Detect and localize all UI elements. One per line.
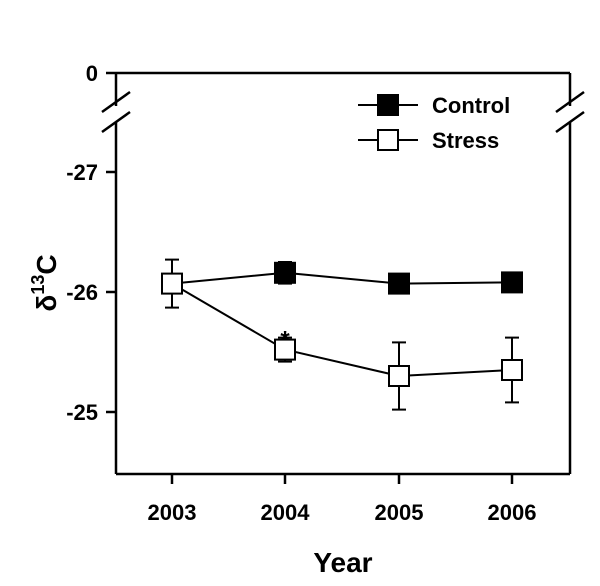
series-line-stress [171, 282, 513, 378]
y-axis-title-base: δ [31, 295, 62, 312]
stress-point [161, 272, 183, 295]
y-axis-title-sup: 13 [28, 275, 48, 295]
y-tick-label: -26 [66, 280, 98, 305]
y-axis-title: δ13C [28, 254, 62, 311]
axis-break-mark [555, 110, 585, 134]
axis-break-mark [101, 90, 131, 114]
legend-label-stress: Stress [432, 128, 499, 153]
control-point [388, 272, 410, 295]
axis-break-mark [555, 90, 585, 114]
significance-marker: * [280, 327, 290, 354]
legend-marker-control [377, 94, 399, 116]
legend-label-control: Control [432, 93, 510, 118]
x-tick-label: 2005 [375, 500, 424, 525]
y-tick-label: -27 [66, 160, 98, 185]
axes: -27 -26 -25 0 2003 2004 2005 2006 [66, 61, 585, 525]
x-tick-label: 2004 [261, 500, 311, 525]
control-point [501, 271, 523, 294]
stress-point [501, 359, 523, 381]
y-tick-label: -25 [66, 400, 98, 425]
stress-point [388, 365, 410, 387]
x-axis-title: Year [313, 547, 372, 578]
axis-break-mark [101, 110, 131, 134]
y-tick-label: 0 [86, 61, 98, 86]
legend-marker-stress [377, 129, 399, 151]
y-axis-title-rest: C [31, 254, 62, 274]
legend: Control Stress [358, 93, 510, 153]
chart-marks: * [161, 258, 523, 411]
x-tick-label: 2006 [488, 500, 537, 525]
control-point [274, 261, 296, 284]
x-tick-label: 2003 [148, 500, 197, 525]
series-line-control [171, 271, 513, 285]
stress-point [274, 338, 296, 361]
